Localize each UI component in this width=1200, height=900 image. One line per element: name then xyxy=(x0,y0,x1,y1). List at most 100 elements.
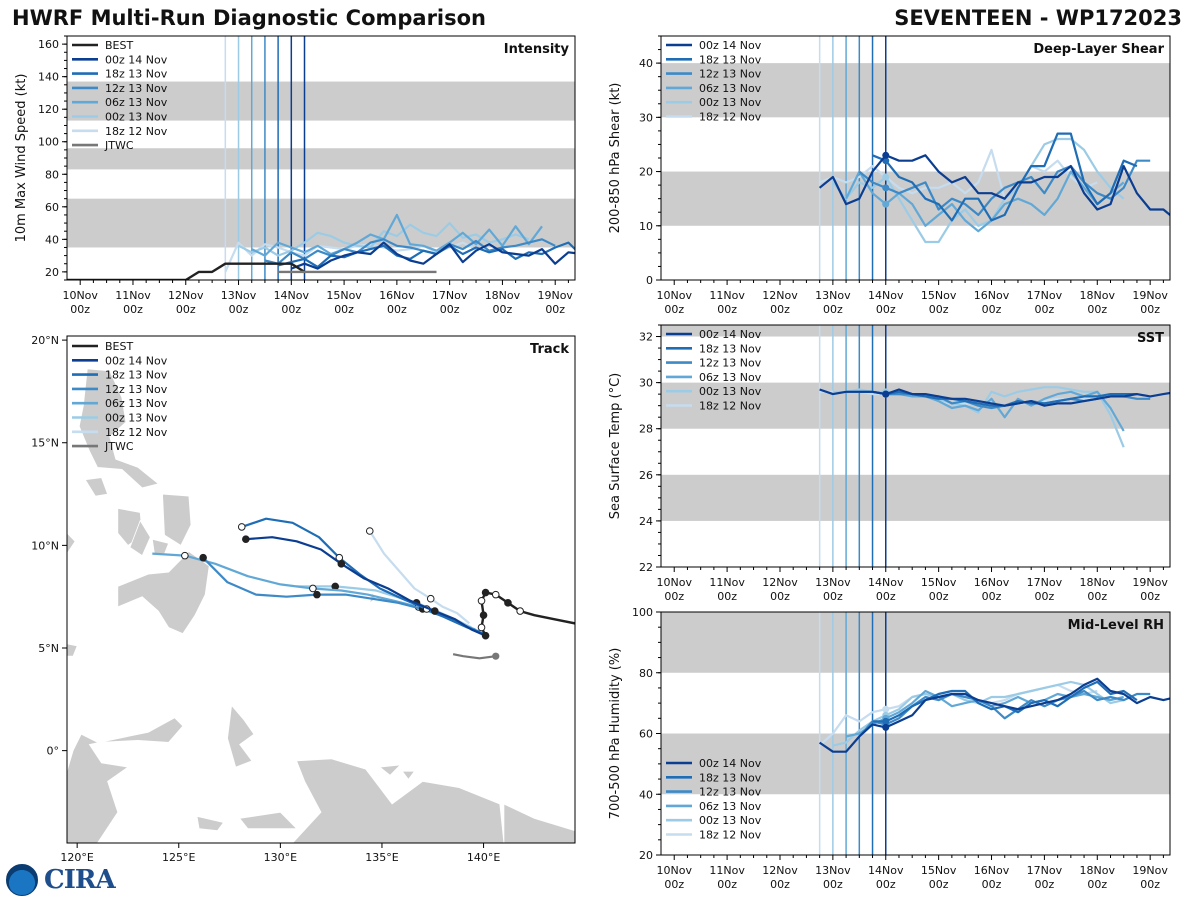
y-tick-label: 30 xyxy=(639,111,653,124)
threshold-band xyxy=(661,171,1170,226)
y-tick-label: 32 xyxy=(639,331,653,344)
series-line xyxy=(238,222,530,257)
sst-panel: 22242628303210Nov00z11Nov00z12Nov00z13No… xyxy=(608,324,1171,603)
legend-label: BEST xyxy=(105,340,133,353)
y-tick-label: 15°N xyxy=(31,437,59,450)
y-tick-label: 20 xyxy=(639,166,653,179)
x-tick-label: 00z xyxy=(876,303,896,316)
x-tick-label: 00z xyxy=(1087,303,1107,316)
x-tick-label: 00z xyxy=(717,878,737,891)
x-tick-label: 12Nov xyxy=(762,289,798,302)
x-tick-label: 00z xyxy=(1140,590,1160,603)
axes-frame xyxy=(660,324,1171,568)
y-tick-label: 40 xyxy=(639,788,653,801)
x-tick-label: 00z xyxy=(1087,590,1107,603)
x-tick-label: 00z xyxy=(717,303,737,316)
legend-label: 06z 13 Nov xyxy=(699,82,762,95)
legend-label: 18z 12 Nov xyxy=(699,111,762,124)
legend-label: 18z 12 Nov xyxy=(105,426,168,439)
land-mass xyxy=(196,815,225,832)
legend-label: 18z 13 Nov xyxy=(699,342,762,355)
series-line xyxy=(832,386,1125,448)
y-tick-label: 24 xyxy=(639,515,653,528)
track-line-marker xyxy=(365,527,374,535)
track-line-marker xyxy=(237,523,246,531)
legend-label: 18z 12 Nov xyxy=(105,125,168,138)
y-tick-label: 20 xyxy=(639,849,653,862)
x-tick-label: 00z xyxy=(929,878,949,891)
threshold-band xyxy=(67,198,575,248)
land-mass xyxy=(78,368,160,489)
track-line-marker xyxy=(199,553,207,562)
y-axis-label: 200-850 hPa Shear (kt) xyxy=(608,83,623,234)
x-tick-label: 16Nov xyxy=(974,289,1010,302)
x-tick-label: 00z xyxy=(664,303,684,316)
legend-label: 12z 13 Nov xyxy=(699,357,762,370)
x-tick-label: 14Nov xyxy=(868,864,904,877)
threshold-band xyxy=(661,382,1170,429)
y-tick-label: 26 xyxy=(639,469,653,482)
x-tick-label: 130°E xyxy=(264,851,297,864)
x-tick-label: 00z xyxy=(281,303,301,316)
x-tick-label: 13Nov xyxy=(815,576,851,589)
y-tick-label: 10°N xyxy=(31,539,59,552)
best-track-marker xyxy=(477,596,486,605)
track-line-marker xyxy=(426,594,435,603)
legend-label: 18z 12 Nov xyxy=(699,400,762,413)
legend-label: 00z 14 Nov xyxy=(699,39,762,52)
jtwc-marker xyxy=(492,652,500,660)
legend-label: 00z 14 Nov xyxy=(699,328,762,341)
y-tick-label: 100 xyxy=(38,136,59,149)
x-tick-label: 19Nov xyxy=(1132,864,1168,877)
threshold-band xyxy=(661,325,1170,337)
legend-label: 00z 13 Nov xyxy=(699,385,762,398)
best-track-marker xyxy=(479,611,488,619)
rh-panel: 2040608010010Nov00z11Nov00z12Nov00z13Nov… xyxy=(608,606,1171,891)
x-tick-label: 00z xyxy=(876,878,896,891)
panel-label: Mid-Level RH xyxy=(1068,618,1164,633)
x-tick-label: 17Nov xyxy=(1027,289,1063,302)
legend-label: 12z 13 Nov xyxy=(699,68,762,81)
panel-label: Deep-Layer Shear xyxy=(1033,42,1164,57)
series-line xyxy=(224,241,503,273)
legend-label: 18z 13 Nov xyxy=(105,68,168,81)
x-tick-label: 00z xyxy=(387,303,407,316)
y-tick-label: 160 xyxy=(38,38,59,51)
land-mass xyxy=(162,493,192,546)
x-tick-label: 00z xyxy=(982,590,1002,603)
series-line-marker xyxy=(882,723,890,731)
x-tick-label: 19Nov xyxy=(1132,289,1168,302)
legend-label: 18z 13 Nov xyxy=(699,53,762,66)
x-tick-label: 00z xyxy=(664,878,684,891)
series-line-marker xyxy=(882,151,890,159)
legend-label: BEST xyxy=(105,39,133,52)
track-line-marker xyxy=(242,535,250,544)
legend-label: 00z 13 Nov xyxy=(105,412,168,425)
track-line-marker xyxy=(331,582,340,591)
noaa-logo-icon xyxy=(6,864,38,896)
x-tick-label: 00z xyxy=(717,590,737,603)
land-mass xyxy=(129,519,151,557)
x-tick-label: 14Nov xyxy=(868,289,904,302)
track-line xyxy=(368,530,471,625)
x-tick-label: 00z xyxy=(770,590,790,603)
series-line xyxy=(819,390,1098,410)
series-line xyxy=(264,238,556,265)
x-tick-label: 11Nov xyxy=(709,864,745,877)
x-tick-label: 11Nov xyxy=(115,289,151,302)
x-tick-label: 14Nov xyxy=(868,576,904,589)
x-tick-label: 18Nov xyxy=(1080,289,1116,302)
series-line xyxy=(872,132,1138,222)
series-line xyxy=(819,148,1098,200)
x-tick-label: 15Nov xyxy=(921,289,957,302)
series-line-marker xyxy=(882,200,890,208)
threshold-band xyxy=(661,733,1170,795)
x-tick-label: 135°E xyxy=(365,851,398,864)
panel-label: Intensity xyxy=(504,42,570,57)
x-tick-label: 12Nov xyxy=(168,289,204,302)
y-tick-label: 100 xyxy=(632,606,653,619)
x-tick-label: 00z xyxy=(493,303,513,316)
x-tick-label: 00z xyxy=(823,303,843,316)
y-tick-label: 20 xyxy=(45,266,59,279)
